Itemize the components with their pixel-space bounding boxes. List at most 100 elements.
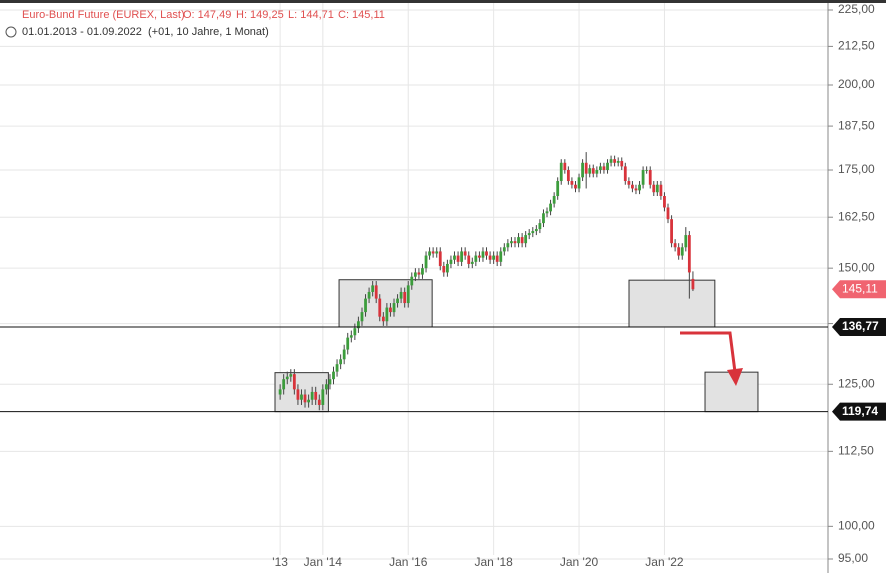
candle-body [531,231,535,234]
candle-body [552,196,556,204]
candles-layer [278,152,695,411]
candle-body [421,268,424,275]
candle-body [371,285,375,292]
y-tick-label: 175,00 [838,162,875,176]
candle-body [278,389,282,395]
x-tick-label: Jan '20 [560,555,599,569]
candle-body [680,247,684,256]
candle-body [670,219,673,244]
candle-body [396,298,399,304]
candle-body [389,307,392,313]
candle-body [296,389,300,400]
candle-body [534,229,538,232]
candle-body [460,251,464,262]
candle-body [666,207,670,220]
candle-body [317,399,321,405]
candle-body [342,349,346,360]
candle-body [634,188,638,191]
candle-body [492,255,496,260]
zone [628,279,716,328]
last-price-box [832,280,886,299]
candle-body [566,170,570,182]
level-label-box [832,317,886,336]
candle-body [353,328,357,336]
candle-body [392,303,396,313]
candle-body [285,376,289,380]
y-tick-label: 95,00 [838,551,868,565]
candle-body [349,335,353,338]
clock-icon [5,26,17,38]
candle-body [485,251,488,256]
candle-body [307,399,311,403]
arrow [680,331,737,373]
candle-body [314,391,318,400]
candle-body [609,159,613,163]
candle-body [428,251,431,256]
candle-body [524,235,528,244]
y-tick-label: 112,50 [838,444,874,458]
candle-body [559,162,563,182]
candle-body [385,307,389,322]
candle-body [577,177,581,189]
header-period: (+01, 10 Jahre, 1 Monat) [148,26,269,38]
candle-body [381,316,385,322]
candle-body [449,259,453,264]
arrow-head [727,368,743,386]
y-tick-label: 150,00 [838,260,875,274]
candle-body [417,272,421,275]
candle-body [673,243,677,248]
level-label-box [832,402,886,421]
candle-body [282,379,286,390]
candle-body [652,184,656,193]
candle-body [374,285,378,299]
candle-body [442,266,446,273]
candle-body [364,298,367,313]
candle-body [591,168,595,174]
candle-body [538,223,542,230]
top-bar [0,0,886,3]
candle-body [463,251,467,256]
candle-body [620,160,624,167]
candle-body [659,184,663,197]
candle-body [410,276,414,286]
header-title: Euro-Bund Future (EUREX, Last) [22,9,185,21]
header-high: H: 149,25 [236,9,284,21]
candle-body [574,184,577,189]
candle-body [438,251,442,267]
x-tick-label: Jan '22 [645,555,684,569]
candle-body [378,298,382,317]
candle-body [545,211,549,214]
header-open: O: 147,49 [183,9,231,21]
candle-body [581,162,584,178]
x-tick-label: '13 [272,555,288,569]
x-tick-label: Jan '18 [474,555,513,569]
candle-body [502,247,506,252]
candle-body [527,233,531,236]
candle-body [513,241,517,244]
candle-body [324,384,328,390]
candle-body [403,291,407,304]
candle-body [481,251,485,258]
x-tick-label: Jan '14 [304,555,343,569]
candle-body [549,203,552,212]
candle-body [335,364,339,372]
candle-body [495,255,499,262]
candle-body [328,379,332,385]
candle-body [478,255,481,258]
candle-body [542,213,545,224]
candle-body [520,237,524,244]
last-price-label: 145,11 [842,281,878,295]
y-tick-label: 225,00 [838,2,875,16]
candle-body [431,251,435,254]
y-tick-label: 162,50 [838,209,875,223]
level-label: 136,77 [842,319,879,333]
y-tick-label: 125,00 [838,376,875,390]
candle-body [677,247,681,256]
candle-body [595,170,599,174]
candle-body [435,251,439,254]
candle-body [360,312,364,322]
candle-body [641,170,645,185]
y-tick-label: 200,00 [838,77,875,91]
y-tick-label: 187,50 [838,118,875,132]
